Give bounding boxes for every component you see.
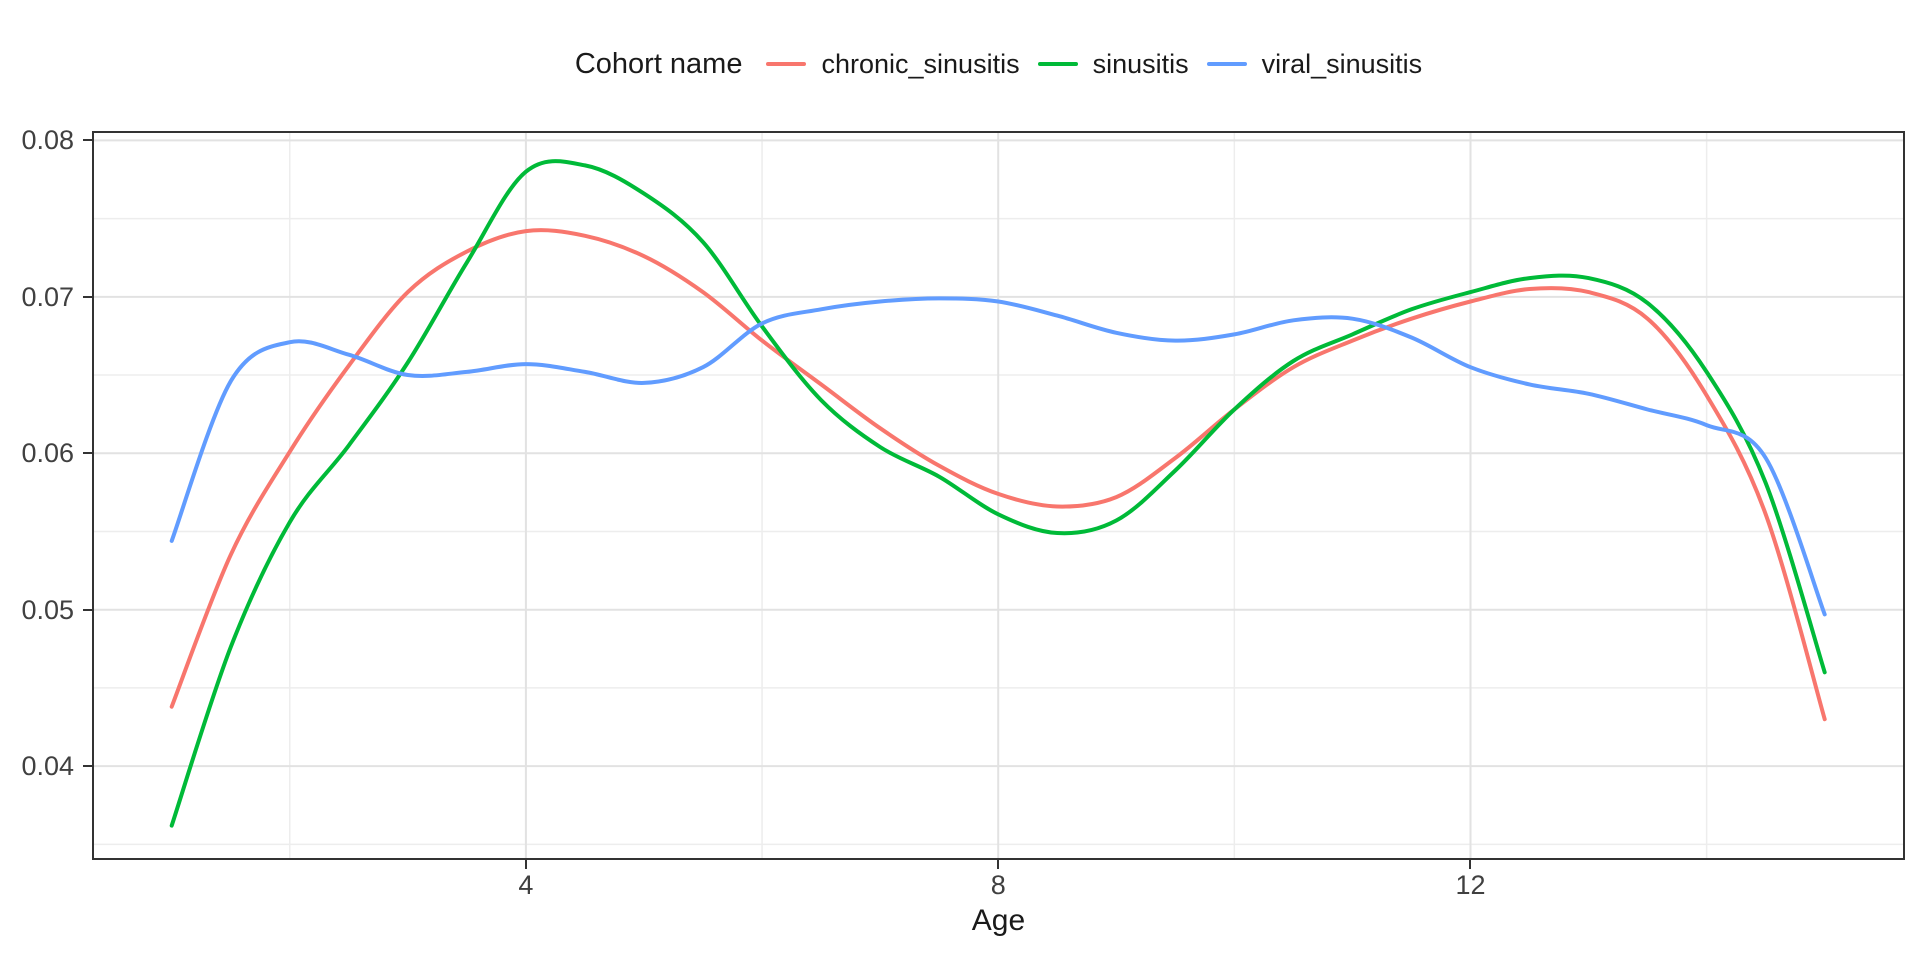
y-tick-mark [83, 608, 92, 611]
y-tick-mark [83, 295, 92, 298]
x-tick-mark [524, 860, 527, 869]
legend-key-line [1206, 62, 1247, 66]
y-tick-mark [83, 765, 92, 768]
y-tick-mark [83, 139, 92, 142]
x-axis-title: Age [971, 904, 1026, 937]
series-line-sinusitis [169, 159, 1827, 828]
legend-item-sinusitis: sinusitis [1037, 48, 1189, 80]
legend-item-label: sinusitis [1092, 48, 1189, 79]
legend-item-viral-sinusitis: viral_sinusitis [1206, 48, 1423, 80]
legend-item-chronic-sinusitis: chronic_sinusitis [766, 48, 1020, 80]
plot-svg [92, 131, 1905, 860]
y-tick-label: 0.04 [21, 751, 74, 782]
x-tick-label: 4 [518, 870, 534, 900]
legend-key-line [766, 62, 807, 66]
y-tick-label: 0.08 [21, 125, 74, 156]
series-line-chronic_sinusitis [169, 228, 1827, 722]
plot-panel [92, 131, 1905, 860]
x-tick-mark [997, 860, 1000, 869]
series-line-viral_sinusitis [169, 296, 1827, 617]
x-tick-mark [1469, 860, 1472, 869]
legend-key-line [1037, 62, 1078, 66]
x-tick-label: 12 [1455, 870, 1486, 900]
legend: Cohort name chronic_sinusitis sinusitis … [92, 45, 1905, 83]
legend-item-label: chronic_sinusitis [821, 48, 1020, 79]
panel-border [92, 131, 1905, 860]
y-tick-label: 0.05 [21, 594, 74, 625]
legend-title: Cohort name [574, 47, 743, 80]
y-tick-mark [83, 452, 92, 455]
y-tick-label: 0.06 [21, 438, 74, 469]
legend-item-label: viral_sinusitis [1261, 48, 1423, 79]
y-tick-label: 0.07 [21, 281, 74, 312]
x-tick-label: 8 [990, 870, 1006, 900]
